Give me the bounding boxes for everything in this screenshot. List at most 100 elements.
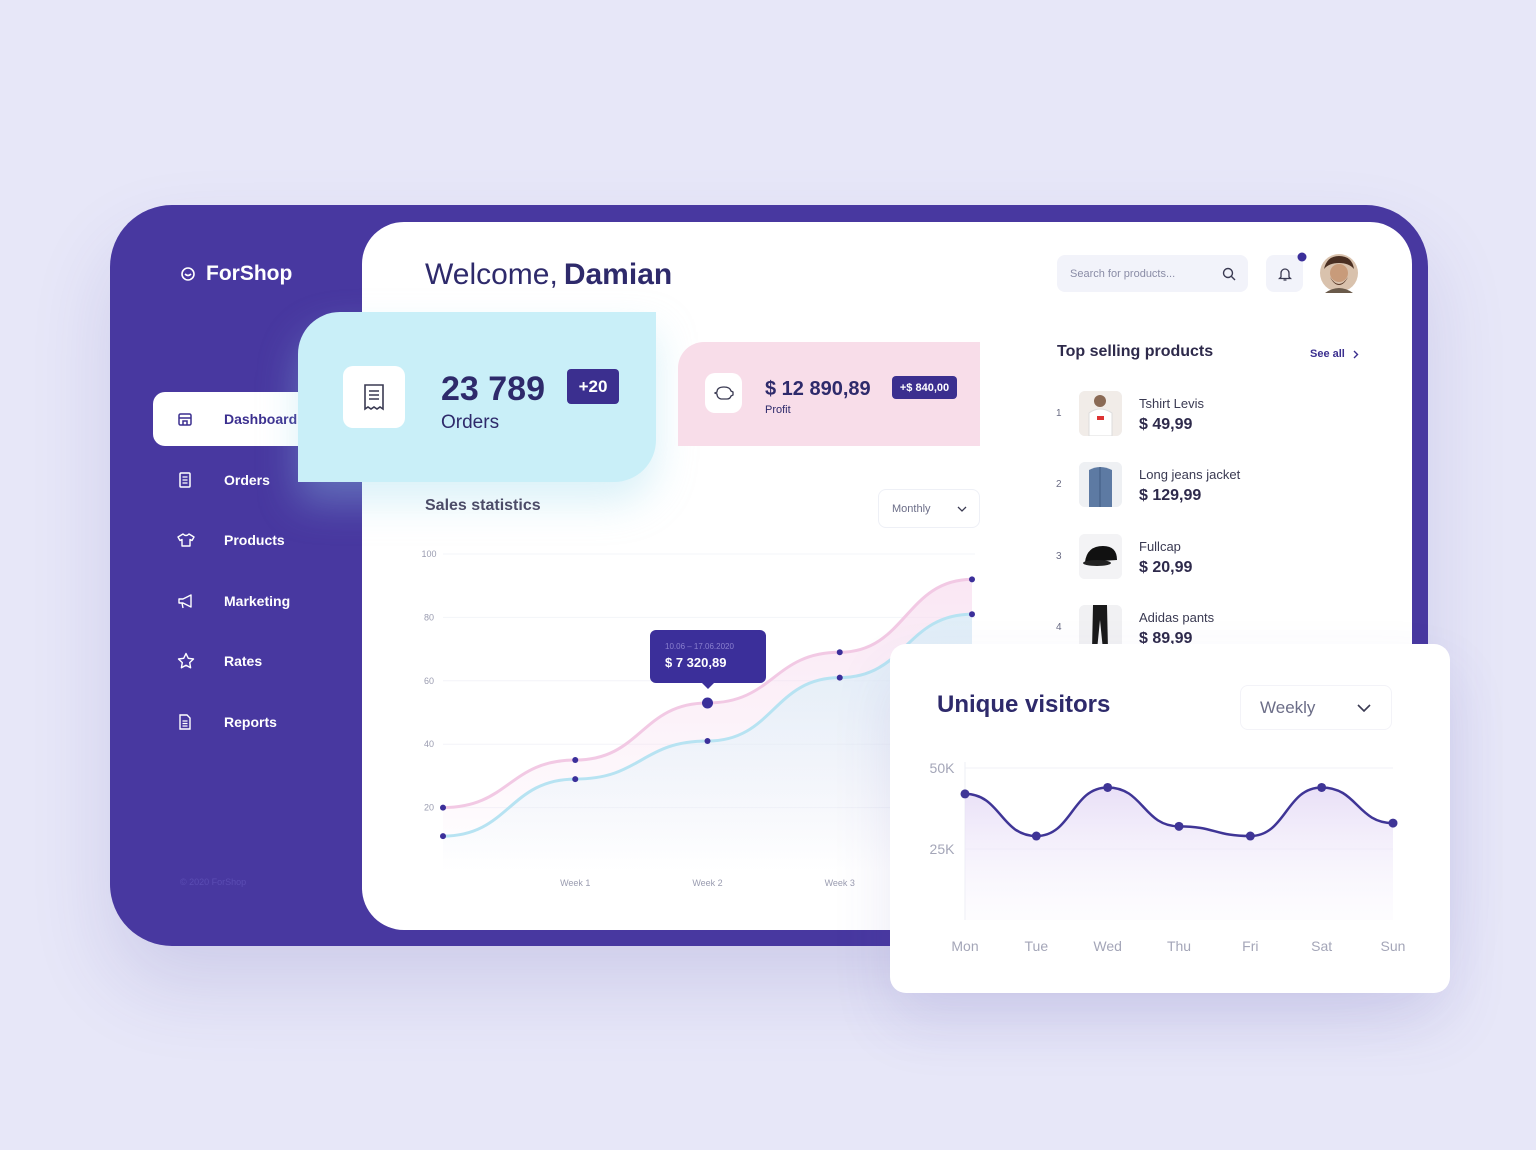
product-price: $ 89,99 <box>1139 630 1193 647</box>
period-dropdown[interactable]: Monthly <box>878 489 980 528</box>
product-rank: 1 <box>1056 408 1062 419</box>
tooltip-pointer <box>702 683 714 689</box>
chevron <box>957 506 967 512</box>
product-price: $ 129,99 <box>1139 487 1202 504</box>
point <box>440 804 446 811</box>
product-name: Adidas pants <box>1139 610 1215 625</box>
thumb-image <box>1079 391 1122 436</box>
point <box>704 738 711 745</box>
y-tick-label: 100 <box>421 549 436 559</box>
product-row[interactable]: 2 Long jeans jacket $ 129,99 <box>1056 462 1376 522</box>
product-row[interactable]: 4 Adidas pants $ 89,99 <box>1056 605 1376 650</box>
thumb-image <box>1079 462 1122 507</box>
point <box>969 576 975 583</box>
product-name: Fullcap <box>1139 539 1181 554</box>
nav-icon <box>179 714 191 730</box>
point <box>969 611 975 618</box>
notifications[interactable] <box>1266 255 1303 292</box>
x-tick-label: Fri <box>1242 938 1258 954</box>
search-placeholder: Search for products... <box>1070 267 1176 280</box>
point <box>702 697 713 709</box>
profit-card: $ 12 890,89 Profit +$ 840,00 <box>678 342 980 446</box>
nav-label: Dashboard <box>224 411 298 427</box>
nav-icon <box>177 652 195 669</box>
point <box>836 649 843 656</box>
tooltip: 10.06 – 17.06.2020 $ 7 320,89 <box>650 630 766 689</box>
thumb-image <box>1079 605 1122 650</box>
brand-logo <box>181 267 195 281</box>
nav-label: Products <box>224 532 285 548</box>
product-thumb <box>1079 605 1122 650</box>
chevron <box>1353 350 1359 358</box>
orders-label: Orders <box>441 412 500 433</box>
nav-item[interactable]: Orders <box>153 453 362 507</box>
y-tick-label: 25K <box>930 841 956 857</box>
product-name: Tshirt Levis <box>1139 396 1205 411</box>
x-tick-label: Wed <box>1093 938 1122 954</box>
profit-icon <box>705 373 742 413</box>
chevron <box>1357 703 1371 712</box>
nav-label: Marketing <box>224 593 291 609</box>
brand[interactable]: ForShop <box>180 262 292 286</box>
orders-value: 23 789 <box>441 370 545 408</box>
orders-icon <box>343 366 405 428</box>
point <box>1031 831 1041 841</box>
product-price: $ 20,99 <box>1139 559 1193 576</box>
copyright: © 2020 ForShop <box>180 877 247 887</box>
period-label: Weekly <box>1260 697 1316 717</box>
brand-name: ForShop <box>206 262 293 285</box>
see-all[interactable]: See all <box>1310 348 1359 360</box>
nav-icon <box>179 472 191 488</box>
greeting: Welcome, <box>425 258 558 291</box>
nav-label: Reports <box>224 714 277 730</box>
nav-icon <box>178 594 192 609</box>
product-row[interactable]: 1 Tshirt Levis $ 49,99 <box>1056 391 1376 451</box>
nav-icon <box>177 533 195 547</box>
top-products-title: Top selling products <box>1057 343 1214 360</box>
user-name: Damian <box>563 258 673 291</box>
welcome: Welcome, Damian <box>425 258 672 292</box>
product-rank: 4 <box>1056 622 1062 633</box>
product-row[interactable]: 3 Fullcap $ 20,99 <box>1056 534 1376 594</box>
nav-item[interactable]: Rates <box>153 634 362 688</box>
line-area <box>965 787 1393 920</box>
product-name: Long jeans jacket <box>1139 467 1241 482</box>
x-tick-label: Sun <box>1381 938 1406 954</box>
nav-item[interactable]: Products <box>153 513 362 567</box>
x-tick-label: Week 3 <box>825 878 855 888</box>
product-rank: 3 <box>1056 551 1062 562</box>
product-rank: 2 <box>1056 479 1062 490</box>
nav-label: Rates <box>224 653 263 669</box>
sales-title: Sales statistics <box>425 497 541 514</box>
search-box[interactable]: Search for products... <box>1057 255 1248 292</box>
x-tick-label: Thu <box>1167 938 1191 954</box>
nav-item[interactable]: Marketing <box>153 574 362 628</box>
see-all-label: See all <box>1310 348 1345 360</box>
y-tick-label: 60 <box>424 676 434 686</box>
point <box>1174 821 1184 831</box>
orders-badge: +20 <box>567 369 619 404</box>
point <box>1103 782 1113 792</box>
receipt-icon <box>364 384 384 411</box>
x-tick-label: Tue <box>1025 938 1049 954</box>
x-tick-label: Week 1 <box>560 878 590 888</box>
y-tick-label: 50K <box>930 760 956 776</box>
piggy-icon <box>713 386 734 400</box>
nav-item[interactable]: Reports <box>153 695 362 749</box>
point <box>440 833 446 840</box>
tooltip-date: 10.06 – 17.06.2020 <box>665 642 734 651</box>
y-tick-label: 40 <box>424 739 434 749</box>
visitors-card: Unique visitors Weekly 25K 50K Mon Tue Wed Th… <box>890 644 1450 993</box>
period-dropdown[interactable]: Weekly <box>1240 685 1392 730</box>
search-icon <box>1222 267 1236 280</box>
point <box>836 674 843 681</box>
product-thumb <box>1079 391 1122 436</box>
visitors-title: Unique visitors <box>937 691 1111 718</box>
notification-dot <box>1297 252 1307 262</box>
tooltip-value: $ 7 320,89 <box>665 655 727 670</box>
profit-label: Profit <box>765 404 791 416</box>
product-price: $ 49,99 <box>1139 416 1193 433</box>
avatar[interactable] <box>1319 253 1359 293</box>
